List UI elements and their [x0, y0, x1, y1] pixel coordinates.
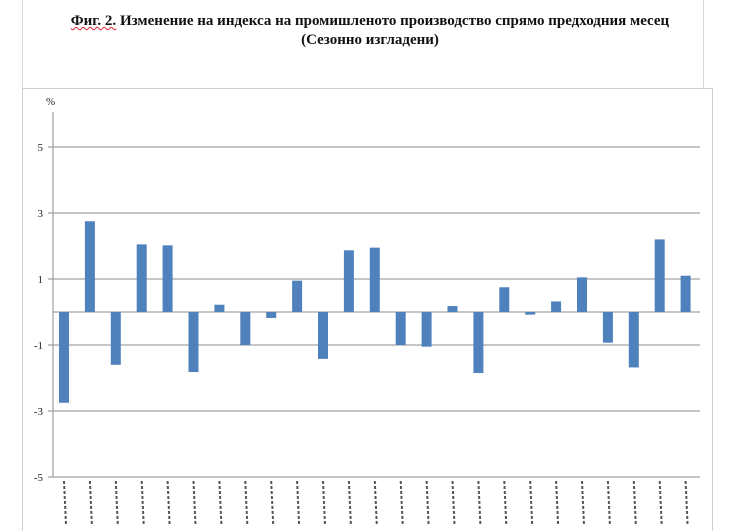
x-tick-mark: [503, 480, 508, 526]
x-tick-mark: [684, 480, 689, 526]
bar: [654, 239, 665, 312]
x-tick-mark: [529, 480, 534, 526]
x-tick-mark: [244, 480, 249, 526]
bar: [318, 312, 328, 359]
x-tick-mark: [270, 480, 275, 526]
bar: [525, 312, 536, 315]
bar: [473, 312, 484, 374]
title-line-1: Фиг. 2. Изменение на индекса на промишле…: [0, 12, 740, 31]
bar: [214, 304, 225, 312]
page-frame: [22, 0, 704, 90]
bar: [680, 275, 691, 312]
x-tick-mark: [192, 480, 197, 526]
bar: [602, 312, 613, 343]
bar: [395, 312, 406, 345]
x-tick-mark: [606, 480, 611, 526]
x-tick-mark: [451, 480, 456, 526]
x-tick-mark: [218, 480, 223, 526]
bar: [551, 301, 562, 312]
bar: [240, 312, 251, 345]
bar: [628, 312, 639, 368]
bar: [292, 280, 303, 312]
x-tick-mark: [373, 480, 378, 526]
x-tick-mark: [632, 480, 637, 526]
bar: [499, 287, 510, 312]
gridlines: [48, 146, 700, 478]
chart-title: Фиг. 2. Изменение на индекса на промишле…: [0, 12, 740, 50]
x-tick-mark: [296, 480, 301, 526]
bar: [369, 247, 380, 312]
bar: [84, 221, 95, 312]
y-tick-labels: 5 3 1 -1 -3 -5: [34, 142, 44, 484]
y-tick-label: -3: [34, 406, 44, 418]
bars: [59, 221, 691, 403]
x-tick-mark: [166, 480, 171, 526]
bar: [266, 312, 277, 318]
x-tick-mark: [581, 480, 585, 526]
x-tick-mark: [114, 480, 119, 526]
x-tick-mark: [425, 480, 430, 526]
bar: [447, 306, 458, 312]
bar: [59, 312, 69, 403]
x-tick-mark: [555, 480, 560, 526]
bar: [162, 245, 173, 312]
x-tick-mark: [322, 480, 326, 526]
x-tick-mark: [477, 480, 482, 526]
x-tick-mark: [658, 480, 663, 526]
y-tick-label: 3: [38, 208, 44, 220]
bar: [343, 250, 354, 312]
title-line-2: (Сезонно изгладени): [301, 32, 439, 48]
bar: [577, 277, 587, 312]
x-tick-mark: [140, 480, 145, 526]
x-tick-mark: [399, 480, 404, 526]
y-tick-label: -1: [34, 340, 43, 352]
y-axis-unit-label: %: [46, 96, 55, 108]
x-tick-marks: [63, 480, 689, 526]
bar: [136, 244, 147, 312]
title-fig-label: Фиг. 2.: [70, 13, 117, 29]
y-tick-label: -5: [34, 472, 44, 484]
x-tick-mark: [88, 480, 93, 526]
bar: [110, 312, 121, 365]
y-tick-label: 1: [38, 274, 44, 286]
bar: [421, 312, 432, 347]
bar: [188, 312, 199, 373]
title-text: Изменение на индекса на промишленото про…: [116, 13, 670, 29]
x-tick-mark: [347, 480, 352, 526]
y-tick-label: 5: [38, 142, 44, 154]
x-tick-mark: [63, 480, 67, 526]
